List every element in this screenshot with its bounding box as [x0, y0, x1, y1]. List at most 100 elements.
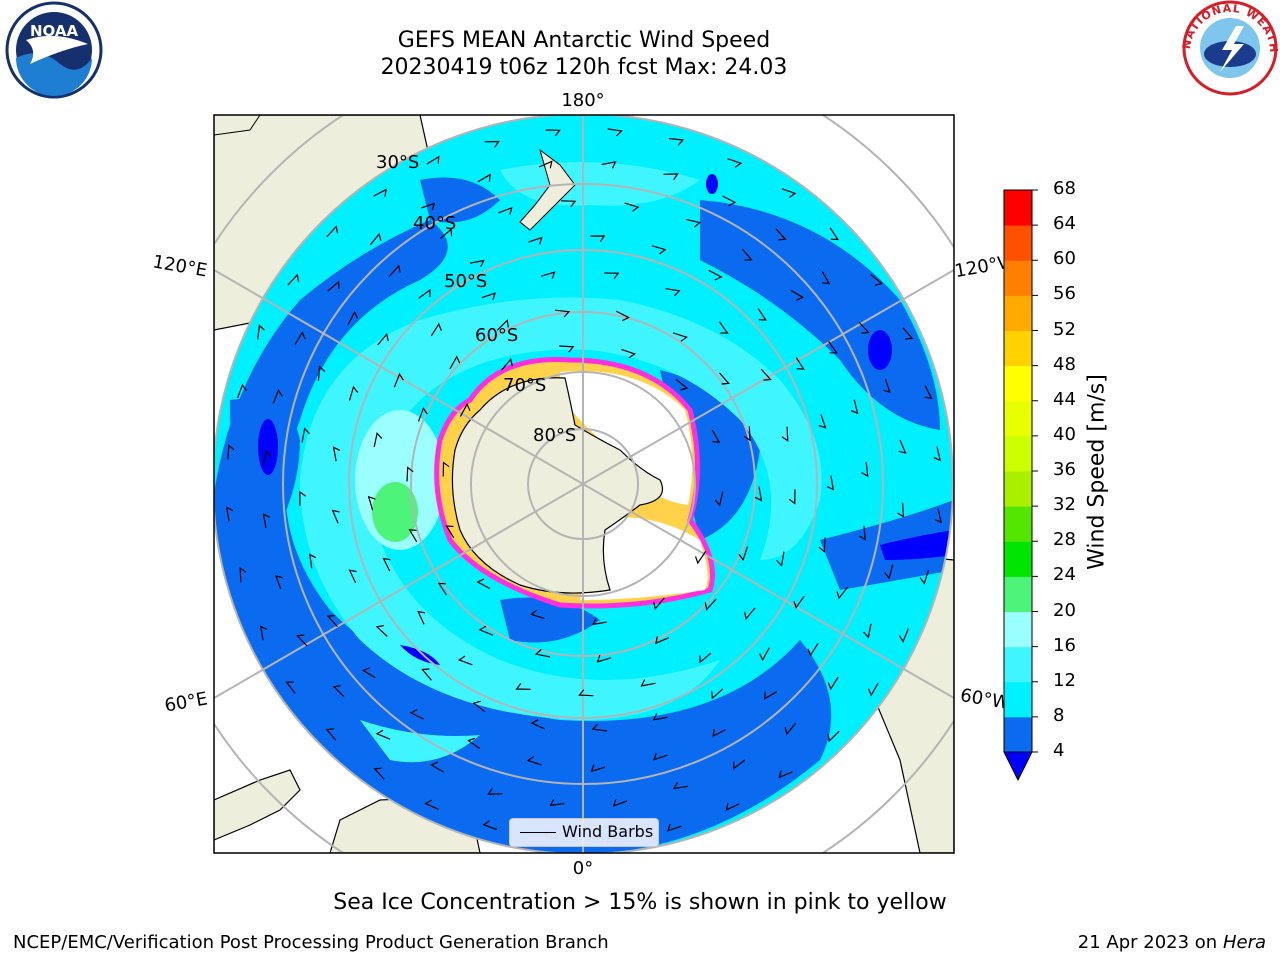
wind-barb: [781, 426, 789, 442]
wind-barb: [262, 513, 270, 529]
wind-barb: [348, 385, 359, 401]
wind-barb: [487, 788, 503, 795]
wind-barb: [776, 551, 785, 567]
wind-barb: [472, 700, 486, 713]
colorbar-tick-label: 60: [1053, 248, 1076, 270]
colorbar-tick-label: 24: [1053, 564, 1076, 586]
wind-barb: [673, 332, 688, 342]
wind-barb: [561, 200, 577, 208]
wind-barb: [788, 489, 796, 505]
map-title: GEFS MEAN Antarctic Wind Speed: [397, 28, 771, 53]
noaa-logo: NOAA: [5, 1, 103, 99]
wind-barb: [257, 324, 265, 340]
wind-barb: [259, 625, 268, 641]
colorbar-tick-label: 40: [1053, 423, 1076, 445]
wind-barb: [430, 322, 442, 337]
wind-barb: [850, 399, 859, 415]
colorbar-tick-label: 20: [1053, 599, 1076, 621]
colorbar-segment: [1004, 400, 1032, 437]
map-subtitle: 20230419 t06z 120h fcst Max: 24.03: [380, 55, 788, 80]
wind-barbs-legend: Wind Barbs: [509, 818, 659, 847]
wind-barb: [406, 466, 414, 482]
wind-barb: [590, 235, 606, 243]
wind-barb: [515, 683, 531, 690]
wind-barb: [326, 614, 338, 628]
wind-barb: [863, 623, 872, 639]
wind-barb: [858, 321, 870, 334]
wind-barb: [781, 188, 797, 198]
wind-barb: [373, 432, 383, 448]
colorbar-segment: [1004, 365, 1032, 402]
wind-barb: [613, 798, 628, 807]
colorbar-segment: [1004, 435, 1032, 472]
footer-date: 21 Apr 2023 on Hera: [1078, 932, 1266, 953]
wind-barb: [538, 160, 553, 169]
wind-barb: [596, 655, 612, 663]
wind-barb: [287, 273, 300, 286]
colorbar-tick-label: 56: [1053, 283, 1076, 305]
noaa-logo-text: NOAA: [30, 22, 79, 40]
wind-barb: [540, 271, 556, 280]
colorbar-segment: [1004, 681, 1032, 718]
wind-barb: [529, 609, 545, 620]
wind-barb: [624, 202, 640, 212]
wind-barb: [294, 331, 306, 345]
wind-barb: [601, 161, 617, 169]
colorbar-segment: [1004, 260, 1032, 296]
wind-barb: [262, 450, 272, 466]
wind-barb: [795, 357, 805, 370]
wind-barb: [534, 648, 551, 658]
nws-logo: NATIONAL WEATHER SERVICE: [1178, 0, 1279, 96]
wind-barb: [476, 578, 491, 590]
wind-barb: [760, 368, 772, 381]
wind-barb: [332, 446, 341, 462]
wind-barb: [442, 461, 450, 477]
wind-barb: [743, 607, 756, 620]
wind-barb: [326, 225, 339, 238]
wind-barb: [393, 372, 404, 388]
wind-barb: [818, 537, 826, 553]
wind-barb: [578, 689, 594, 697]
wind-barb: [308, 553, 317, 569]
wind-barb: [285, 681, 296, 694]
wind-barb: [501, 358, 513, 371]
wind-barb: [445, 525, 455, 539]
wind-barb: [828, 341, 838, 354]
wind-barb: [369, 232, 382, 246]
wind-barb: [361, 667, 376, 679]
wind-barb: [711, 688, 724, 700]
wind-barb: [327, 280, 340, 292]
wind-barb: [667, 823, 682, 832]
colorbar-tick-label: 36: [1053, 459, 1076, 480]
wind-barb: [530, 719, 545, 730]
wind-barb: [459, 402, 471, 417]
wind-barb: [675, 378, 689, 391]
colorbar-segment: [1004, 225, 1032, 261]
new-zealand-land: [519, 148, 576, 231]
wind-barb: [367, 495, 376, 511]
wind-barb: [708, 269, 723, 281]
wind-barb: [694, 551, 707, 565]
wind-barb: [919, 569, 930, 585]
wind-barb: [554, 309, 571, 318]
wind-barb: [375, 729, 391, 740]
colorbar-segment: [1004, 611, 1032, 648]
wind-barb: [418, 288, 431, 299]
wind-barb: [733, 759, 746, 770]
antarctica-land: [451, 377, 664, 594]
wind-barb: [718, 321, 729, 334]
colorbar-tick-label: 68: [1053, 178, 1076, 199]
wind-barb: [607, 128, 623, 137]
wind-barb: [239, 567, 247, 583]
wind-barb: [496, 319, 509, 331]
wind-barb: [408, 529, 418, 543]
wind-barb: [759, 647, 770, 662]
wind-barb: [827, 730, 840, 743]
wind-barb: [836, 586, 849, 600]
africa-land: [214, 769, 301, 841]
lon-label-120e: 120°E: [151, 251, 209, 281]
wind-barb: [884, 564, 894, 580]
wind-barb: [668, 137, 685, 146]
wind-barb: [420, 202, 436, 211]
colorbar-segment: [1004, 506, 1032, 542]
